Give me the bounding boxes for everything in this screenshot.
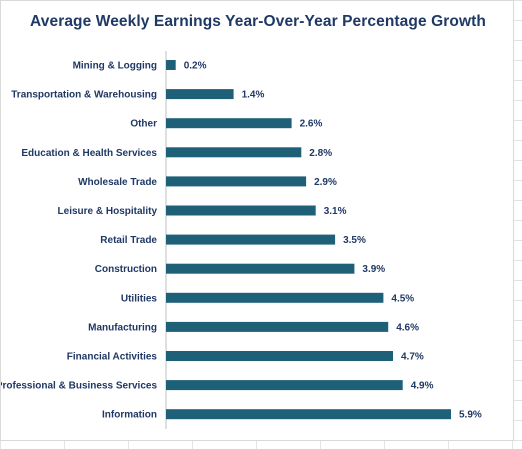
category-label: Retail Trade [100,235,157,246]
bar[interactable] [166,321,389,332]
chart-title: Average Weekly Earnings Year-Over-Year P… [30,13,486,30]
category-label: Professional & Business Services [1,381,157,392]
bar[interactable] [166,147,302,158]
data-label: 2.6% [300,119,323,130]
value-labels-group: 0.2% 1.4% 2.6% 2.8% 2.9% 3.1% 3.5% 3.9% 4.5% 4.6%… [184,61,482,421]
category-label: Leisure & Hospitality [58,206,158,217]
bar[interactable] [166,176,307,187]
bar[interactable] [166,118,292,129]
category-label: Mining & Logging [73,61,157,72]
bar[interactable] [166,409,451,420]
bar[interactable] [166,351,393,361]
data-label: 3.5% [343,235,366,246]
category-labels-group: Mining & Logging Transportation & Warehou… [1,61,157,421]
data-label: 4.5% [391,293,414,304]
data-label: 5.9% [459,410,482,421]
data-label: 4.9% [411,381,434,392]
bar-chart-plot: Mining & Logging Transportation & Warehou… [1,51,482,429]
bars-group [166,60,451,420]
data-label: 3.1% [324,206,347,217]
category-label: Wholesale Trade [78,177,157,188]
data-label: 4.6% [396,322,419,333]
data-label: 2.8% [309,148,332,159]
data-label: 1.4% [242,90,265,101]
category-label: Information [102,410,157,421]
data-label: 3.9% [362,264,385,275]
category-label: Other [130,119,157,130]
category-label: Transportation & Warehousing [11,90,157,101]
bar[interactable] [166,292,384,303]
bar[interactable] [166,234,336,245]
category-label: Financial Activities [67,352,158,363]
category-label: Education & Health Services [21,148,157,159]
category-label: Manufacturing [88,322,157,333]
data-label: 4.7% [401,352,424,363]
category-label: Utilities [121,293,158,304]
bar[interactable] [166,263,355,274]
category-label: Construction [95,264,157,275]
bar[interactable] [166,205,316,216]
bar[interactable] [166,89,234,100]
bar[interactable] [166,380,403,391]
data-label: 0.2% [184,61,207,72]
bar[interactable] [166,60,176,70]
chart-area[interactable]: Average Weekly Earnings Year-Over-Year P… [0,0,514,441]
data-label: 2.9% [314,177,337,188]
